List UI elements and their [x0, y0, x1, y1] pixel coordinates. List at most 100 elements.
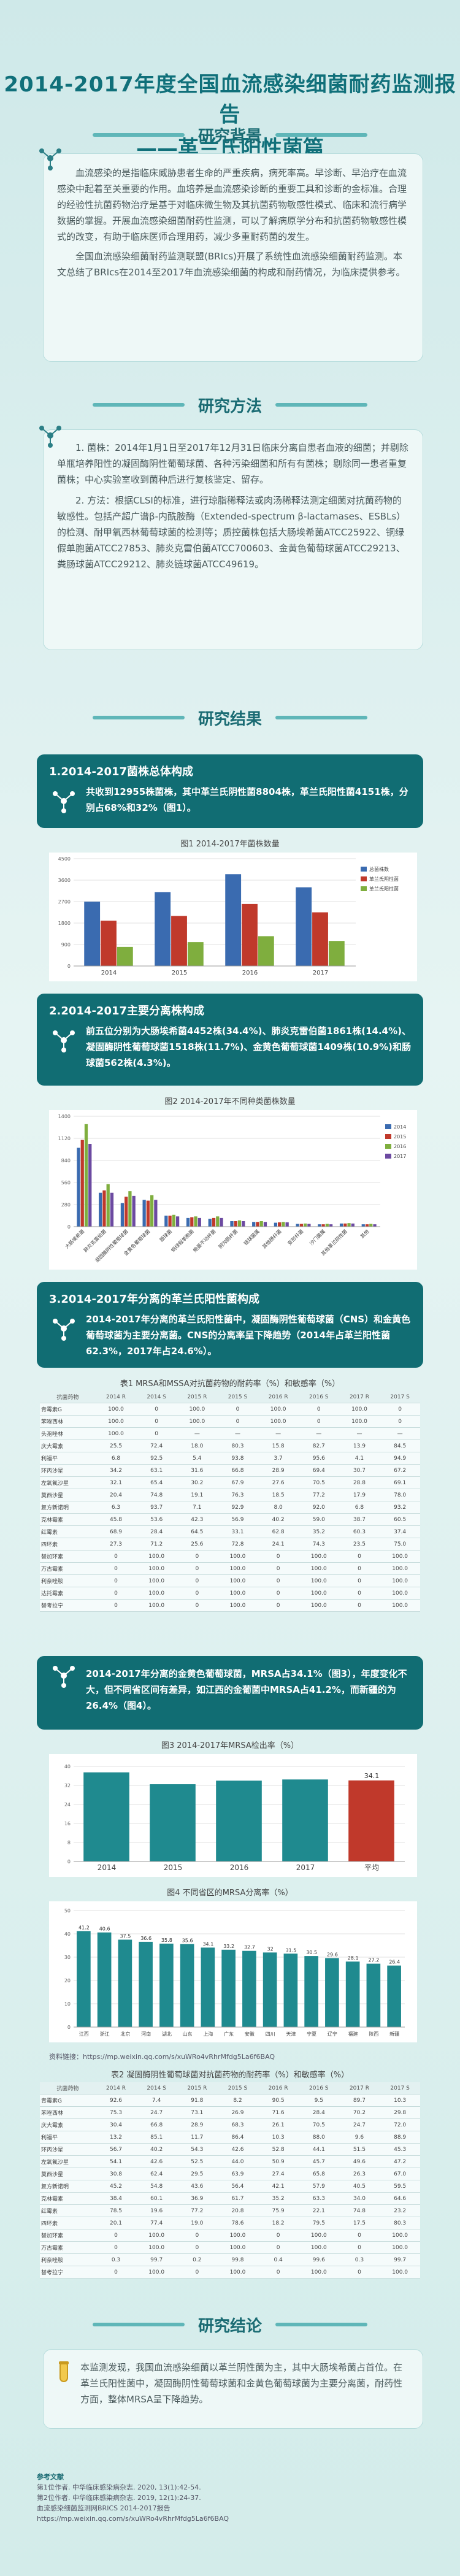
table-cell: 26.9: [217, 2106, 258, 2119]
table-cell: 69.1: [380, 1476, 420, 1489]
table-cell: 0: [258, 1587, 299, 1600]
bar: [118, 1939, 132, 2027]
table-cell: 68.9: [95, 1525, 137, 1538]
result-body: 共收到12955株菌株，其中革兰氏阴性菌8804株，革兰氏阳性菌4151株，分别…: [37, 781, 423, 824]
y-tick-label: 0: [67, 1859, 71, 1865]
bar: [366, 1963, 381, 2027]
table-row: 红霉素 68.9 28.4 64.5 33.1 62.8 35.2 60.3 37.4: [40, 1525, 420, 1538]
result-text: 2014-2017年分离的金黄色葡萄球菌，MRSA占34.1%（图3），年度变化…: [86, 1668, 407, 1711]
table-cell: 70.5: [298, 1476, 339, 1489]
x-tick-label: 2015: [172, 970, 187, 976]
y-tick-label: 2700: [58, 899, 71, 905]
table-cell: 复方新诺明: [40, 1501, 96, 1514]
table-cell: 93.2: [380, 1501, 420, 1514]
result-box-2: 2.2014-2017主要分离株构成 前五位分别为大肠埃希菌4452株(34.4…: [37, 994, 423, 1086]
table-cell: 100.0: [298, 1550, 339, 1563]
table-cell: 79.5: [298, 2217, 339, 2229]
table-cell: 青霉素G: [40, 1403, 96, 1416]
table-title: 表2 凝固酶阴性葡萄球菌对抗菌药物的耐药率（%）和敏感率（%）: [110, 2071, 350, 2080]
bar: [242, 1221, 245, 1227]
section-title: 研究结论: [197, 2317, 262, 2336]
table-cell: 71.6: [258, 2106, 299, 2119]
table-cell: 50.9: [258, 2155, 299, 2168]
result-title: 1.2014-2017菌株总体构成: [49, 765, 194, 778]
table-cell: 0: [339, 2266, 380, 2279]
legend-swatch: [385, 1154, 391, 1159]
y-tick-label: 0: [67, 2025, 71, 2030]
background-card: 血流感染的是指临床威胁患者生命的严重疾病，病死率高。早诊断、早治疗在血流感染中起…: [43, 153, 423, 362]
table-cell: 0: [95, 2241, 137, 2254]
table-row: 环丙沙星 34.2 63.1 31.6 66.8 28.9 69.4 30.7 67.2: [40, 1464, 420, 1477]
table-cell: 74.3: [298, 1538, 339, 1551]
reference-link[interactable]: https://mp.weixin.qq.com/s/xuWRo4vRhrMfd…: [37, 2515, 229, 2523]
table-cell: 60.3: [339, 1525, 380, 1538]
table-cell: 万古霉素: [40, 1562, 96, 1575]
table-cell: 莫西沙星: [40, 1489, 96, 1501]
table-cell: 68.3: [217, 2118, 258, 2131]
table-cell: 100.0: [217, 2266, 258, 2279]
table-cell: 56.4: [217, 2180, 258, 2193]
table-cell: 15.8: [258, 1439, 299, 1452]
table-cell: 38.7: [339, 1513, 380, 1526]
divider: [92, 133, 185, 137]
bar: [190, 1217, 194, 1227]
result-box-4: 2014-2017年分离的金黄色葡萄球菌，MRSA占34.1%（图3），年度变化…: [37, 1656, 423, 1730]
table-cell: 25.5: [95, 1439, 137, 1452]
table-cell: 100.0: [136, 1550, 177, 1563]
table-cell: 35.2: [258, 2192, 299, 2205]
divider: [92, 716, 185, 719]
table-cell: 四环素: [40, 1538, 96, 1551]
x-tick-label: 新疆: [389, 2031, 399, 2037]
table-cell: 0: [298, 1415, 339, 1428]
methods-paragraph-2: 2. 方法：根据CLSI的标准，进行琼脂稀释法或肉汤稀释法测定细菌对抗菌药物的敏…: [57, 495, 406, 570]
table-cell: 54.1: [95, 2155, 137, 2168]
table-cell: 38.4: [95, 2192, 137, 2205]
table-cell: 61.7: [217, 2192, 258, 2205]
x-tick-label: 2014: [101, 970, 117, 976]
table-cell: 100.0: [217, 1599, 258, 1612]
table-row: 莫西沙星 20.4 74.8 19.1 76.3 18.5 77.2 17.9 78.0: [40, 1489, 420, 1501]
table-row: 青霉素G 100.0 0 100.0 0 100.0 0 100.0 0: [40, 1403, 420, 1416]
table-cell: 53.6: [136, 1513, 177, 1526]
table-cell: 88.0: [298, 2131, 339, 2144]
table-cell: 100.0: [380, 2241, 420, 2254]
table-header-cell: 2014 S: [136, 2082, 177, 2095]
bar: [216, 1216, 220, 1227]
table-cell: 0: [95, 1550, 137, 1563]
table-cell: 0: [177, 2266, 218, 2279]
table-cell: 100.0: [380, 1587, 420, 1600]
table-cell: 环丙沙星: [40, 2143, 96, 2156]
bar: [373, 1224, 377, 1227]
y-tick-label: 560: [61, 1180, 71, 1186]
bar: [80, 1140, 84, 1227]
methods-paragraph-1: 1. 菌株：2014年1月1日至2017年12月31日临床分离自患者血液的细菌；…: [57, 442, 408, 485]
bar: [77, 1148, 80, 1227]
table-cell: 19.6: [136, 2204, 177, 2217]
table-cell: 63.3: [298, 2192, 339, 2205]
result-title: 3.2014-2017年分离的革兰氏阳性菌构成: [49, 1293, 260, 1306]
table-header-cell: 抗菌药物: [40, 2082, 96, 2095]
x-tick-label: 2017: [296, 1863, 315, 1872]
divider: [275, 403, 367, 407]
table-header-cell: 2015 S: [217, 2082, 258, 2095]
molecule-icon: [39, 148, 61, 171]
table-cell: 100.0: [339, 1403, 380, 1416]
bar: [102, 1190, 106, 1227]
table-cell: 100.0: [380, 2229, 420, 2242]
table-cell: 75.9: [258, 2204, 299, 2217]
bar: [252, 1222, 256, 1227]
table-cell: —: [380, 1427, 420, 1440]
source-link[interactable]: 资料链接：https://mp.weixin.qq.com/s/xuWRo4vR…: [49, 2053, 275, 2061]
data-label: 30.5: [306, 1950, 317, 1955]
table-cell: 0: [136, 1427, 177, 1440]
table-row: 利福平 6.8 92.5 5.4 93.8 3.7 95.6 4.1 94.9: [40, 1452, 420, 1465]
table-cell: 78.5: [95, 2204, 137, 2217]
table-cell: 90.5: [258, 2094, 299, 2107]
table-cell: 红霉素: [40, 2204, 96, 2217]
bar: [278, 1222, 282, 1227]
bar: [387, 1965, 401, 2027]
molecule-icon: [53, 1666, 75, 1688]
table-cell: 100.0: [177, 1415, 218, 1428]
table-row: 利奈唑胺 0.3 99.7 0.2 99.8 0.4 99.6 0.3 99.7: [40, 2253, 420, 2266]
x-tick-label: 辽宁: [328, 2031, 337, 2037]
